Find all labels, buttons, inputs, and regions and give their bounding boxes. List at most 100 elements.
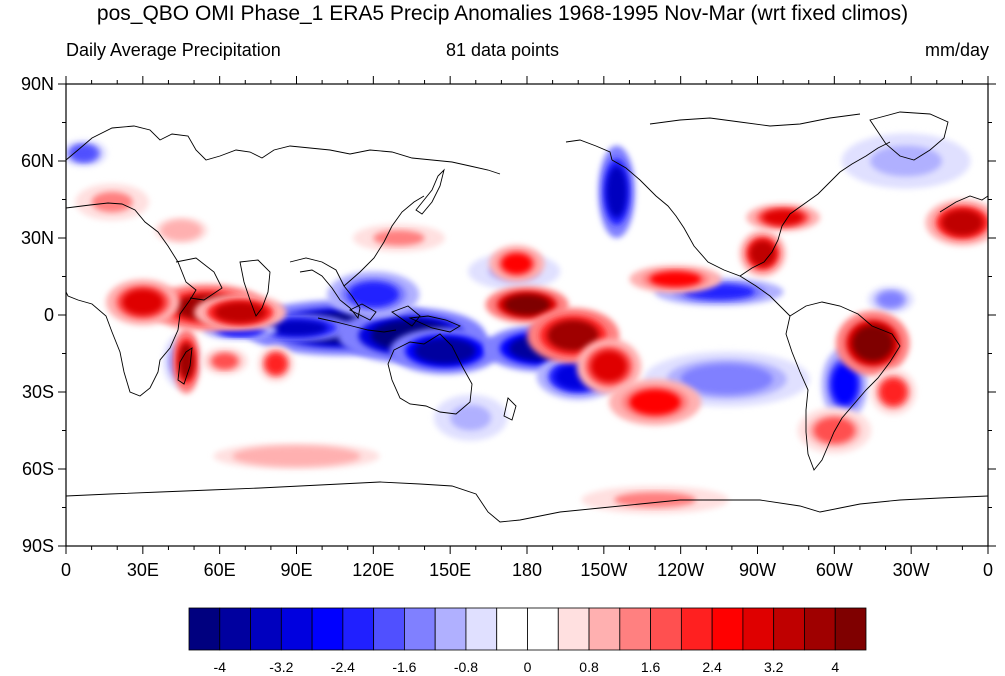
- anomaly-core: [347, 281, 399, 308]
- lat-tick-label: 30S: [22, 382, 54, 402]
- colorbar: -4 -3.2 -2.4 -1.6 -0.8 0 0.8 1.6 2.4 3.2 4: [188, 607, 867, 675]
- anomaly-core: [160, 220, 202, 241]
- coastline-new-guinea: [408, 315, 461, 333]
- lon-tick-label: 90W: [739, 560, 776, 580]
- lat-tick-label: 0: [44, 305, 54, 325]
- anomaly-core: [547, 320, 599, 351]
- colorbar-bin: [465, 607, 498, 651]
- anomaly-core: [606, 166, 627, 218]
- anomaly-core: [680, 363, 773, 395]
- coastline-japan: [415, 168, 445, 215]
- colorbar-bin: [588, 607, 621, 651]
- colorbar-label: -1.6: [392, 659, 416, 675]
- coastline-madagascar: [177, 347, 193, 385]
- lon-tick-label: 30W: [893, 560, 930, 580]
- lon-tick-label: 180: [512, 560, 542, 580]
- coastline-australia: [387, 333, 473, 415]
- anomaly-core: [122, 289, 164, 315]
- anomaly-core: [232, 445, 361, 467]
- anomaly-core: [211, 353, 238, 369]
- colorbar-bin: [250, 607, 282, 651]
- colorbar-label: 1.6: [641, 659, 661, 675]
- lat-tick-label: 90S: [22, 536, 54, 556]
- colorbar-label: 4: [831, 659, 839, 675]
- lat-tick-label: 90N: [21, 74, 54, 94]
- anomaly-core: [614, 492, 697, 508]
- map-title: pos_QBO OMI Phase_1 ERA5 Precip Anomalie…: [96, 2, 909, 25]
- anomaly-core: [214, 302, 266, 323]
- lon-tick-label: 150E: [429, 560, 471, 580]
- coastline-africa: [66, 202, 197, 397]
- colorbar-bin: [373, 607, 405, 651]
- anomaly-core: [450, 404, 492, 431]
- colorbar-bin: [188, 607, 221, 651]
- units-label: mm/day: [924, 40, 989, 60]
- colorbar-label: -2.4: [331, 659, 355, 675]
- coastline-north-america: [611, 141, 891, 277]
- colorbar-bin: [619, 607, 651, 651]
- coastline-antarctica: [66, 481, 988, 523]
- anomaly-core: [941, 209, 983, 236]
- anomaly-core: [414, 338, 476, 364]
- anomaly-core: [749, 240, 776, 267]
- anomaly-core: [629, 389, 681, 416]
- coastline-china: [343, 195, 425, 287]
- anomaly-core: [501, 253, 533, 274]
- anomaly-core: [265, 320, 328, 336]
- colorbar-bin: [280, 607, 313, 651]
- lon-tick-label: 0: [983, 560, 993, 580]
- colorbar-bin: [404, 607, 436, 651]
- colorbar-label: 0.8: [579, 659, 599, 675]
- lon-tick-label: 90E: [280, 560, 312, 580]
- anomaly-core: [91, 191, 133, 213]
- variable-label: Daily Average Precipitation: [66, 40, 281, 60]
- colorbar-bin: [650, 607, 682, 651]
- anomaly-core: [503, 294, 551, 315]
- coastline-alaska: [565, 139, 613, 161]
- colorbar-label: 3.2: [764, 659, 784, 675]
- lon-tick-label: 60W: [816, 560, 853, 580]
- colorbar-bin: [834, 607, 867, 651]
- anomaly-core: [71, 145, 97, 161]
- anomaly-core: [591, 350, 627, 382]
- anomaly-core: [880, 379, 907, 405]
- anomaly-core: [373, 230, 425, 246]
- coastline-indonesia: [317, 303, 421, 333]
- coastlines: [66, 111, 988, 523]
- coastline-india: [239, 259, 271, 317]
- coastline-se-asia: [289, 257, 361, 320]
- lon-tick-label: 150W: [580, 560, 627, 580]
- coastline-greenland: [869, 111, 949, 161]
- coastline-canada-arctic: [649, 113, 861, 127]
- coastline-new-zealand: [503, 397, 517, 421]
- colorbar-bin: [434, 607, 467, 651]
- colorbar-bin: [311, 607, 344, 651]
- colorbar-label: -4: [214, 659, 227, 675]
- lon-tick-label: 60E: [204, 560, 236, 580]
- colorbar-bin: [773, 607, 805, 651]
- colorbar-label: -0.8: [454, 659, 478, 675]
- colorbar-bin: [342, 607, 375, 651]
- lon-tick-label: 120E: [352, 560, 394, 580]
- colorbar-label: -3.2: [269, 659, 293, 675]
- colorbar-bin: [557, 607, 590, 651]
- anomaly-core: [178, 343, 195, 380]
- lat-tick-label: 30N: [21, 228, 54, 248]
- anomaly-core: [870, 145, 942, 177]
- anomaly-core: [649, 271, 702, 287]
- anomaly-core: [762, 209, 804, 226]
- lon-tick-label: 120W: [657, 560, 704, 580]
- colorbar-bin: [804, 607, 836, 651]
- lat-tick-label: 60N: [21, 151, 54, 171]
- colorbar-bin: [527, 607, 559, 651]
- coastline-arabia: [175, 257, 223, 301]
- coastline-europe: [66, 125, 501, 175]
- data-points-label: 81 data points: [445, 40, 560, 60]
- coastline-south-america: [785, 301, 901, 471]
- lon-tick-label: 30E: [127, 560, 159, 580]
- coastline-central-america: [739, 275, 791, 317]
- anomaly-field: [66, 133, 988, 514]
- anomaly-core: [877, 291, 904, 308]
- colorbar-label: 0: [524, 659, 532, 675]
